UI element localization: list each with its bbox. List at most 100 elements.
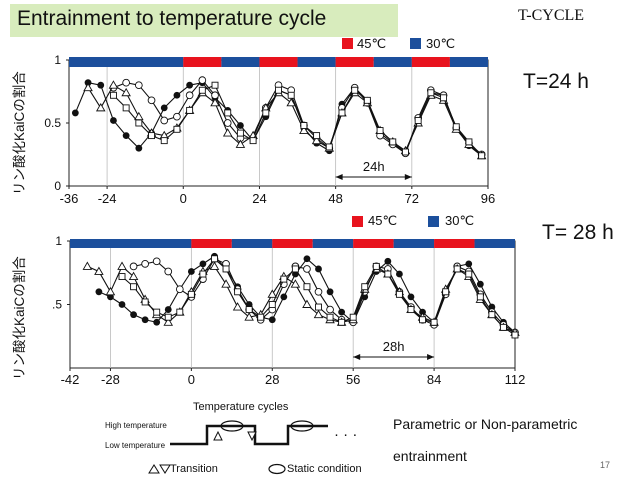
data-point: [287, 91, 295, 99]
x-tick-label: 0: [188, 372, 195, 387]
data-point: [211, 91, 219, 100]
temperature-segment: [231, 239, 273, 248]
period-label-28h: T= 28 h: [542, 221, 614, 244]
data-point: [122, 104, 130, 112]
period-label-24h: T=24 h: [523, 70, 589, 93]
data-point: [262, 109, 270, 117]
data-point: [442, 288, 450, 296]
data-point: [122, 78, 130, 87]
legend-swatch-cold-2: [428, 216, 439, 227]
period-arrow-label: 24h: [363, 159, 385, 174]
data-point: [163, 317, 174, 326]
x-tick-label: 28: [265, 372, 279, 387]
data-point: [94, 266, 104, 275]
data-point: [109, 91, 117, 99]
data-point: [153, 318, 161, 326]
data-point: [384, 257, 392, 265]
plot-frame: [68, 59, 489, 187]
period-arrow-head-left: [335, 174, 343, 180]
data-point: [280, 275, 288, 283]
x-tick-label: 48: [328, 191, 342, 206]
transition-legend-up-icon: [148, 464, 160, 474]
schematic-high-label: High temperature: [105, 421, 167, 430]
data-point: [326, 288, 334, 296]
data-point: [499, 323, 507, 331]
x-tick-label: 0: [180, 191, 187, 206]
legend-swatch-cold: [410, 38, 421, 49]
data-point: [234, 288, 242, 296]
transition-legend-down-icon: [159, 464, 171, 474]
data-point: [338, 308, 346, 316]
data-point: [427, 89, 435, 97]
data-point: [221, 279, 231, 288]
ellipsis: · · ·: [334, 426, 358, 443]
data-point: [237, 122, 244, 129]
temperature-segment: [335, 57, 374, 67]
x-tick-label: -24: [98, 191, 117, 206]
temperature-segment: [69, 57, 184, 67]
x-tick-label: 96: [481, 191, 495, 206]
data-point: [314, 287, 323, 296]
y-tick-label: 0.5: [44, 116, 61, 130]
data-point: [291, 265, 299, 273]
data-point: [302, 299, 312, 308]
data-point: [349, 313, 357, 321]
data-point: [313, 132, 321, 140]
y-tick-label: 1: [55, 234, 62, 248]
data-point: [186, 106, 194, 114]
transition-legend-label: Transition: [170, 463, 218, 475]
period-arrow-head-left: [353, 354, 361, 360]
temperature-segment: [434, 239, 475, 248]
data-point: [134, 81, 143, 90]
triangle-up-icon: [213, 430, 223, 441]
x-tick-label: 72: [405, 191, 419, 206]
data-point: [164, 313, 172, 321]
data-point: [95, 102, 106, 112]
temperature-segment: [474, 239, 515, 248]
legend-label-cold-2: 30℃: [445, 213, 475, 228]
data-point: [286, 97, 296, 107]
data-point: [173, 125, 181, 133]
data-point: [419, 316, 426, 324]
data-point: [135, 144, 143, 152]
plot-frame: [69, 240, 516, 369]
temperature-segment: [259, 57, 298, 67]
legend-label-hot: 45℃: [357, 36, 387, 51]
data-point: [95, 288, 103, 296]
data-point: [186, 81, 194, 89]
title-background: [10, 4, 398, 37]
data-point: [303, 283, 311, 291]
data-point: [249, 137, 257, 145]
data-point: [311, 135, 322, 145]
schematic-low-label: Low temperature: [105, 441, 166, 450]
data-point: [315, 303, 322, 311]
data-point: [465, 270, 473, 278]
data-point: [152, 257, 161, 266]
data-point: [511, 331, 519, 339]
data-point: [338, 109, 346, 117]
data-point: [257, 313, 265, 321]
data-point: [128, 271, 139, 281]
data-point: [407, 306, 415, 314]
data-point: [236, 129, 244, 137]
data-point: [121, 87, 131, 97]
period-arrow-head-right: [404, 174, 412, 180]
parametric-text: Parametric or Non-parametric: [393, 416, 578, 432]
legend-label-hot-2: 45℃: [368, 213, 398, 228]
data-point: [173, 112, 181, 121]
data-point: [478, 152, 486, 160]
data-point: [222, 128, 233, 137]
data-point: [105, 286, 116, 296]
x-tick-label: 56: [346, 372, 360, 387]
static-legend-label: Static condition: [287, 463, 362, 475]
data-point: [326, 305, 334, 314]
y-tick-label: 0: [54, 179, 61, 193]
data-point: [153, 308, 161, 316]
data-point: [185, 91, 194, 100]
data-point: [268, 301, 276, 308]
data-point: [488, 311, 496, 319]
static-legend-icon: [268, 463, 286, 475]
data-point: [130, 311, 137, 319]
data-point: [303, 255, 311, 263]
